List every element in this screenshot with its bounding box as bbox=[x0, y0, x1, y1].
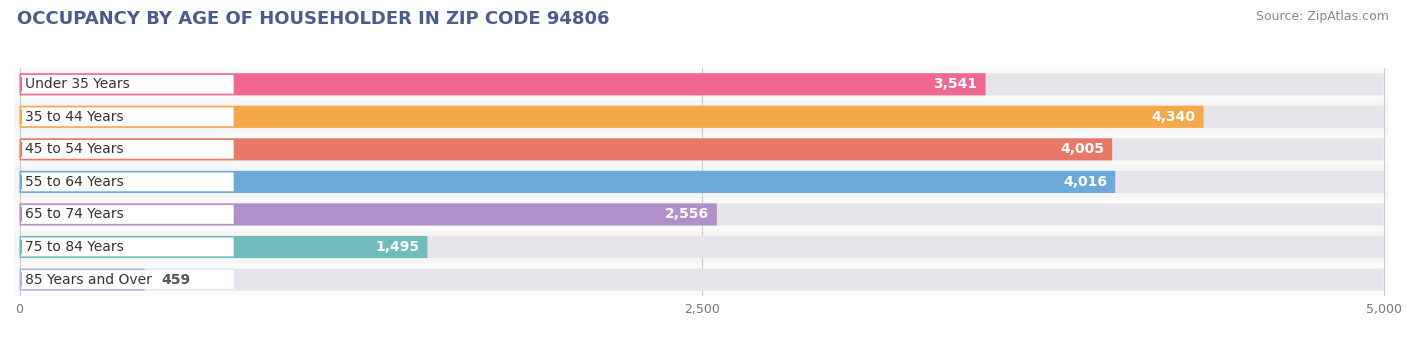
FancyBboxPatch shape bbox=[21, 238, 233, 256]
FancyBboxPatch shape bbox=[14, 68, 1389, 101]
FancyBboxPatch shape bbox=[20, 138, 1384, 160]
Text: Under 35 Years: Under 35 Years bbox=[25, 77, 129, 91]
Text: 4,005: 4,005 bbox=[1060, 142, 1104, 156]
FancyBboxPatch shape bbox=[20, 73, 1384, 95]
Text: 35 to 44 Years: 35 to 44 Years bbox=[25, 110, 124, 124]
FancyBboxPatch shape bbox=[14, 263, 1389, 296]
Text: 3,541: 3,541 bbox=[934, 77, 977, 91]
Text: Source: ZipAtlas.com: Source: ZipAtlas.com bbox=[1256, 10, 1389, 23]
FancyBboxPatch shape bbox=[20, 138, 1112, 160]
FancyBboxPatch shape bbox=[21, 172, 233, 191]
FancyBboxPatch shape bbox=[14, 133, 1389, 166]
FancyBboxPatch shape bbox=[20, 171, 1115, 193]
Text: OCCUPANCY BY AGE OF HOUSEHOLDER IN ZIP CODE 94806: OCCUPANCY BY AGE OF HOUSEHOLDER IN ZIP C… bbox=[17, 10, 609, 28]
FancyBboxPatch shape bbox=[20, 203, 717, 225]
Text: 75 to 84 Years: 75 to 84 Years bbox=[25, 240, 124, 254]
FancyBboxPatch shape bbox=[14, 231, 1389, 263]
Text: 4,340: 4,340 bbox=[1152, 110, 1195, 124]
FancyBboxPatch shape bbox=[20, 236, 427, 258]
FancyBboxPatch shape bbox=[20, 236, 1384, 258]
FancyBboxPatch shape bbox=[20, 171, 1384, 193]
FancyBboxPatch shape bbox=[20, 269, 1384, 291]
Text: 2,556: 2,556 bbox=[665, 207, 709, 221]
FancyBboxPatch shape bbox=[14, 198, 1389, 231]
Text: 45 to 54 Years: 45 to 54 Years bbox=[25, 142, 124, 156]
FancyBboxPatch shape bbox=[21, 205, 233, 224]
FancyBboxPatch shape bbox=[21, 140, 233, 159]
FancyBboxPatch shape bbox=[21, 270, 233, 289]
FancyBboxPatch shape bbox=[20, 106, 1384, 128]
Text: 459: 459 bbox=[162, 273, 190, 287]
Text: 4,016: 4,016 bbox=[1063, 175, 1107, 189]
Text: 1,495: 1,495 bbox=[375, 240, 419, 254]
FancyBboxPatch shape bbox=[20, 73, 986, 95]
FancyBboxPatch shape bbox=[14, 101, 1389, 133]
FancyBboxPatch shape bbox=[14, 166, 1389, 198]
FancyBboxPatch shape bbox=[20, 106, 1204, 128]
FancyBboxPatch shape bbox=[21, 75, 233, 94]
Text: 85 Years and Over: 85 Years and Over bbox=[25, 273, 152, 287]
Text: 65 to 74 Years: 65 to 74 Years bbox=[25, 207, 124, 221]
FancyBboxPatch shape bbox=[21, 107, 233, 126]
Text: 55 to 64 Years: 55 to 64 Years bbox=[25, 175, 124, 189]
FancyBboxPatch shape bbox=[20, 203, 1384, 225]
FancyBboxPatch shape bbox=[20, 269, 145, 291]
